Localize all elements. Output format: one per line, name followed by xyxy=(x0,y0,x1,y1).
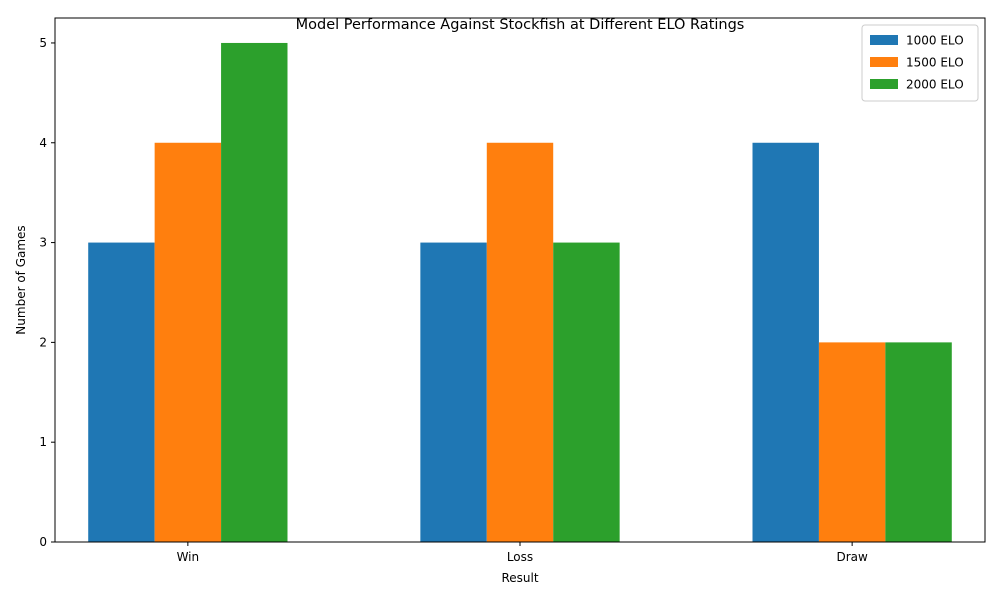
legend-swatch xyxy=(870,35,898,45)
bar-1500-elo-loss xyxy=(486,142,554,542)
chart-title: Model Performance Against Stockfish at D… xyxy=(296,17,745,33)
y-tick-label: 2 xyxy=(39,335,47,349)
y-axis-label: Number of Games xyxy=(14,225,28,334)
legend-label: 1500 ELO xyxy=(906,56,964,70)
y-tick-label: 4 xyxy=(39,136,47,150)
bar-1000-elo-draw xyxy=(752,142,819,542)
legend-label: 1000 ELO xyxy=(906,34,964,48)
legend-swatch xyxy=(870,79,898,89)
y-tick-label: 5 xyxy=(39,36,47,50)
bar-1000-elo-win xyxy=(88,242,155,543)
bar-2000-elo-win xyxy=(221,42,288,542)
legend: 1000 ELO 1500 ELO 2000 ELO xyxy=(861,24,979,102)
x-tick-label-draw: Draw xyxy=(836,550,868,564)
x-tick-label-loss: Loss xyxy=(507,550,533,564)
legend-label: 2000 ELO xyxy=(906,78,964,92)
legend-swatch xyxy=(870,57,898,67)
bar-2000-elo-draw xyxy=(885,342,952,542)
bar-2000-elo-loss xyxy=(553,242,620,543)
x-axis-label: Result xyxy=(501,571,538,585)
y-tick-label: 1 xyxy=(39,435,47,449)
x-tick-label-win: Win xyxy=(177,550,200,564)
y-tick-label: 3 xyxy=(39,236,47,250)
bar-1500-elo-draw xyxy=(818,342,886,542)
y-tick-label: 0 xyxy=(39,535,47,549)
bar-1500-elo-win xyxy=(154,142,222,542)
bar-1000-elo-loss xyxy=(420,242,487,543)
